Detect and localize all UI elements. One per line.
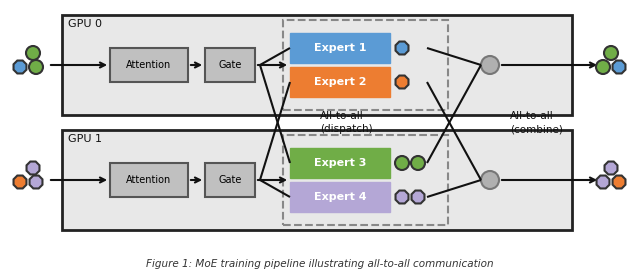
- Text: Attention: Attention: [126, 175, 172, 185]
- Circle shape: [26, 46, 40, 60]
- Text: Expert 1: Expert 1: [314, 43, 366, 53]
- Polygon shape: [396, 190, 408, 203]
- Polygon shape: [29, 176, 42, 189]
- Bar: [205, 48, 255, 82]
- Text: Gate: Gate: [218, 175, 242, 185]
- Bar: [283, 20, 448, 110]
- Bar: [290, 67, 390, 97]
- Bar: [62, 130, 572, 230]
- Polygon shape: [396, 41, 408, 54]
- Polygon shape: [612, 176, 625, 189]
- Bar: [110, 163, 188, 197]
- Text: Attention: Attention: [126, 60, 172, 70]
- Polygon shape: [13, 60, 26, 73]
- Text: All-to-all
(dispatch): All-to-all (dispatch): [320, 111, 372, 134]
- Bar: [283, 135, 448, 225]
- Text: Expert 4: Expert 4: [314, 192, 366, 202]
- Text: Expert 2: Expert 2: [314, 77, 366, 87]
- Text: All-to-all
(combine): All-to-all (combine): [510, 111, 563, 134]
- Circle shape: [604, 46, 618, 60]
- Circle shape: [395, 156, 409, 170]
- Bar: [62, 15, 572, 115]
- Circle shape: [29, 60, 43, 74]
- Circle shape: [411, 156, 425, 170]
- Text: Gate: Gate: [218, 60, 242, 70]
- Circle shape: [596, 60, 610, 74]
- Circle shape: [481, 56, 499, 74]
- Polygon shape: [13, 176, 26, 189]
- Circle shape: [481, 171, 499, 189]
- Polygon shape: [396, 76, 408, 89]
- Polygon shape: [412, 190, 424, 203]
- Polygon shape: [26, 161, 40, 174]
- Polygon shape: [605, 161, 618, 174]
- Text: GPU 1: GPU 1: [68, 134, 102, 144]
- Polygon shape: [596, 176, 609, 189]
- Text: Figure 1: MoE training pipeline illustrating all-to-all communication: Figure 1: MoE training pipeline illustra…: [146, 259, 494, 269]
- Bar: [290, 182, 390, 212]
- Polygon shape: [612, 60, 625, 73]
- Bar: [110, 48, 188, 82]
- Bar: [205, 163, 255, 197]
- Text: GPU 0: GPU 0: [68, 19, 102, 29]
- Text: Expert 3: Expert 3: [314, 158, 366, 168]
- Bar: [290, 148, 390, 178]
- Bar: [290, 33, 390, 63]
